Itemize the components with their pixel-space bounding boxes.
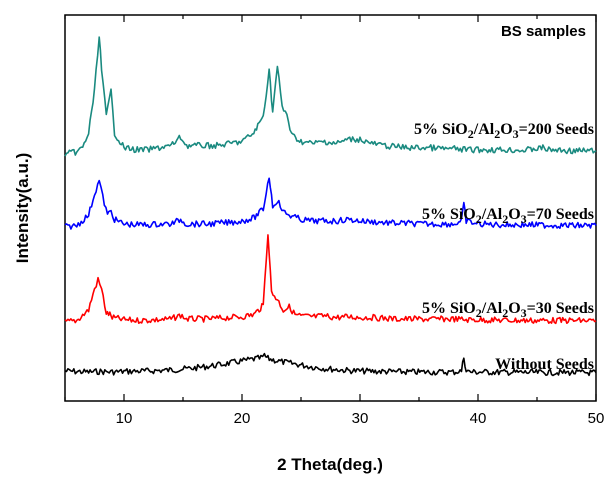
y-axis-title: Intensity(a.u.) [13,153,32,264]
x-tick-label: 10 [116,410,133,427]
x-tick-label: 40 [470,410,487,427]
series-label: 5% SiO2/Al2O3=70 Seeds [422,206,594,226]
plot-frame [64,14,597,402]
series-line [64,36,597,157]
series-line [64,234,597,325]
series-line [64,352,597,377]
series-label-group: Without Seeds 5% SiO2/Al2O3=30 Seeds 5% Si… [414,121,594,373]
x-tick-label: 20 [234,410,251,427]
x-tick-label: 50 [588,410,605,427]
x-tick-label: 30 [352,410,369,427]
chart-title: BS samples [501,23,586,40]
x-axis-title: 2 Theta(deg.) [277,455,383,474]
series-label: Without Seeds [495,356,594,373]
tick-group [64,15,597,401]
series-label: 5% SiO2/Al2O3=200 Seeds [414,121,594,141]
tick-label-group: 10 20 30 40 50 [116,410,605,427]
series-label: 5% SiO2/Al2O3=30 Seeds [422,300,594,320]
plot-frame-group [64,14,597,402]
series-line-group [64,36,597,377]
series-line [64,177,597,230]
